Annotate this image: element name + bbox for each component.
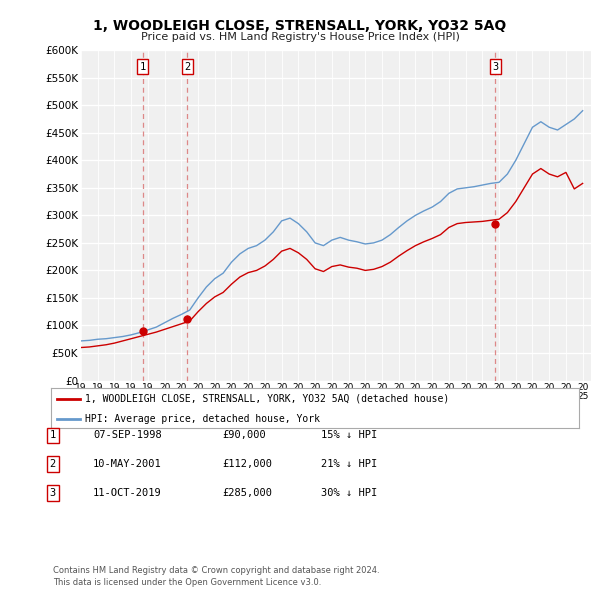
- Text: Price paid vs. HM Land Registry's House Price Index (HPI): Price paid vs. HM Land Registry's House …: [140, 32, 460, 42]
- Text: £285,000: £285,000: [222, 489, 272, 498]
- Text: 07-SEP-1998: 07-SEP-1998: [93, 431, 162, 440]
- Text: 2: 2: [50, 460, 56, 469]
- Text: 21% ↓ HPI: 21% ↓ HPI: [321, 460, 377, 469]
- Text: 15% ↓ HPI: 15% ↓ HPI: [321, 431, 377, 440]
- Text: 10-MAY-2001: 10-MAY-2001: [93, 460, 162, 469]
- Text: 1: 1: [139, 62, 146, 72]
- Text: 30% ↓ HPI: 30% ↓ HPI: [321, 489, 377, 498]
- Text: Contains HM Land Registry data © Crown copyright and database right 2024.
This d: Contains HM Land Registry data © Crown c…: [53, 566, 379, 587]
- Text: 3: 3: [50, 489, 56, 498]
- Text: 2: 2: [184, 62, 190, 72]
- Text: 3: 3: [492, 62, 499, 72]
- Text: 1, WOODLEIGH CLOSE, STRENSALL, YORK, YO32 5AQ (detached house): 1, WOODLEIGH CLOSE, STRENSALL, YORK, YO3…: [85, 394, 449, 404]
- Text: 11-OCT-2019: 11-OCT-2019: [93, 489, 162, 498]
- Text: £112,000: £112,000: [222, 460, 272, 469]
- Text: 1: 1: [50, 431, 56, 440]
- Text: 1, WOODLEIGH CLOSE, STRENSALL, YORK, YO32 5AQ: 1, WOODLEIGH CLOSE, STRENSALL, YORK, YO3…: [94, 19, 506, 33]
- Text: HPI: Average price, detached house, York: HPI: Average price, detached house, York: [85, 414, 320, 424]
- Text: £90,000: £90,000: [222, 431, 266, 440]
